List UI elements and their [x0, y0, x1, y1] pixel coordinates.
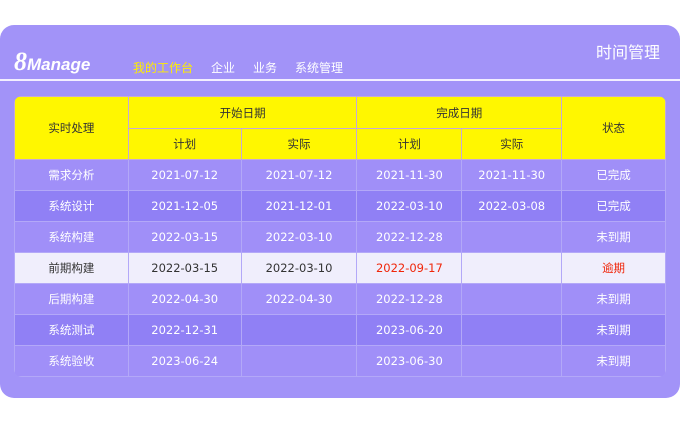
finish-plan: 2023-06-30 [356, 345, 463, 377]
start-actual: 2021-07-12 [240, 159, 358, 191]
finish-plan: 2023-06-20 [356, 314, 463, 346]
task-name: 系统设计 [14, 190, 129, 222]
start-plan: 2021-12-05 [127, 190, 242, 222]
finish-plan: 2022-09-17 [356, 252, 463, 284]
page-title: 时间管理 [595, 43, 660, 62]
start-actual [240, 314, 358, 346]
top-nav: 我的工作台 企业 业务 系统管理 [133, 59, 361, 76]
status: 已完成 [561, 190, 666, 222]
table-row[interactable]: 系统设计 2021-12-05 2021-12-01 2022-03-10 2022-0… [14, 190, 666, 222]
start-plan: 2022-12-31 [127, 314, 242, 346]
start-plan: 2022-03-15 [127, 221, 242, 253]
divider [0, 79, 680, 81]
logo: 8Manage [14, 47, 91, 76]
finish-actual [461, 314, 563, 346]
status: 已完成 [561, 159, 666, 191]
schedule-table: 实时处理 开始日期 完成日期 状态 计划 实际 计划 实际 需求分析 2021-0… [14, 96, 666, 377]
table-row[interactable]: 后期构建 2022-04-30 2022-04-30 2022-12-28 未到期 [14, 283, 666, 315]
task-name: 前期构建 [14, 252, 129, 284]
finish-actual: 2021-11-30 [461, 159, 563, 191]
status: 未到期 [561, 283, 666, 315]
start-actual: 2022-03-10 [240, 221, 358, 253]
nav-item-enterprise[interactable]: 企业 [211, 61, 236, 75]
status: 未到期 [561, 314, 666, 346]
nav-item-system-management[interactable]: 系统管理 [295, 61, 344, 75]
table-row[interactable]: 前期构建 2022-03-15 2022-03-10 2022-09-17 逾期 [14, 252, 666, 284]
start-actual: 2022-03-10 [240, 252, 358, 284]
header-finish-plan: 计划 [356, 128, 463, 160]
header-start-plan: 计划 [127, 128, 242, 160]
status: 逾期 [561, 252, 666, 284]
finish-plan: 2022-12-28 [356, 221, 463, 253]
start-plan: 2021-07-12 [127, 159, 242, 191]
task-name: 需求分析 [14, 159, 129, 191]
header-start-date: 开始日期 [127, 96, 358, 129]
start-plan: 2022-03-15 [127, 252, 242, 284]
task-name: 系统构建 [14, 221, 129, 253]
table-row[interactable]: 系统构建 2022-03-15 2022-03-10 2022-12-28 未到期 [14, 221, 666, 253]
start-actual: 2022-04-30 [240, 283, 358, 315]
task-name: 系统验收 [14, 345, 129, 377]
table-row[interactable]: 需求分析 2021-07-12 2021-07-12 2021-11-30 2021-1… [14, 159, 666, 191]
header-status: 状态 [561, 96, 666, 160]
finish-actual: 2022-03-08 [461, 190, 563, 222]
status: 未到期 [561, 345, 666, 377]
finish-actual [461, 221, 563, 253]
task-name: 系统测试 [14, 314, 129, 346]
start-plan: 2023-06-24 [127, 345, 242, 377]
header-start-actual: 实际 [240, 128, 358, 160]
table-row[interactable]: 系统测试 2022-12-31 2023-06-20 未到期 [14, 314, 666, 346]
start-plan: 2022-04-30 [127, 283, 242, 315]
start-actual [240, 345, 358, 377]
finish-plan: 2021-11-30 [356, 159, 463, 191]
nav-item-workbench[interactable]: 我的工作台 [133, 61, 194, 75]
header-task: 实时处理 [14, 96, 129, 160]
finish-plan: 2022-03-10 [356, 190, 463, 222]
finish-actual [461, 345, 563, 377]
finish-plan: 2022-12-28 [356, 283, 463, 315]
status: 未到期 [561, 221, 666, 253]
table-row[interactable]: 系统验收 2023-06-24 2023-06-30 未到期 [14, 345, 666, 377]
header-finish-date: 完成日期 [356, 96, 563, 129]
header-finish-actual: 实际 [461, 128, 563, 160]
task-name: 后期构建 [14, 283, 129, 315]
time-management-panel: 8Manage 我的工作台 企业 业务 系统管理 时间管理 实时处理 开始日期 … [0, 25, 680, 398]
nav-item-business[interactable]: 业务 [253, 61, 278, 75]
finish-actual [461, 283, 563, 315]
start-actual: 2021-12-01 [240, 190, 358, 222]
finish-actual [461, 252, 563, 284]
